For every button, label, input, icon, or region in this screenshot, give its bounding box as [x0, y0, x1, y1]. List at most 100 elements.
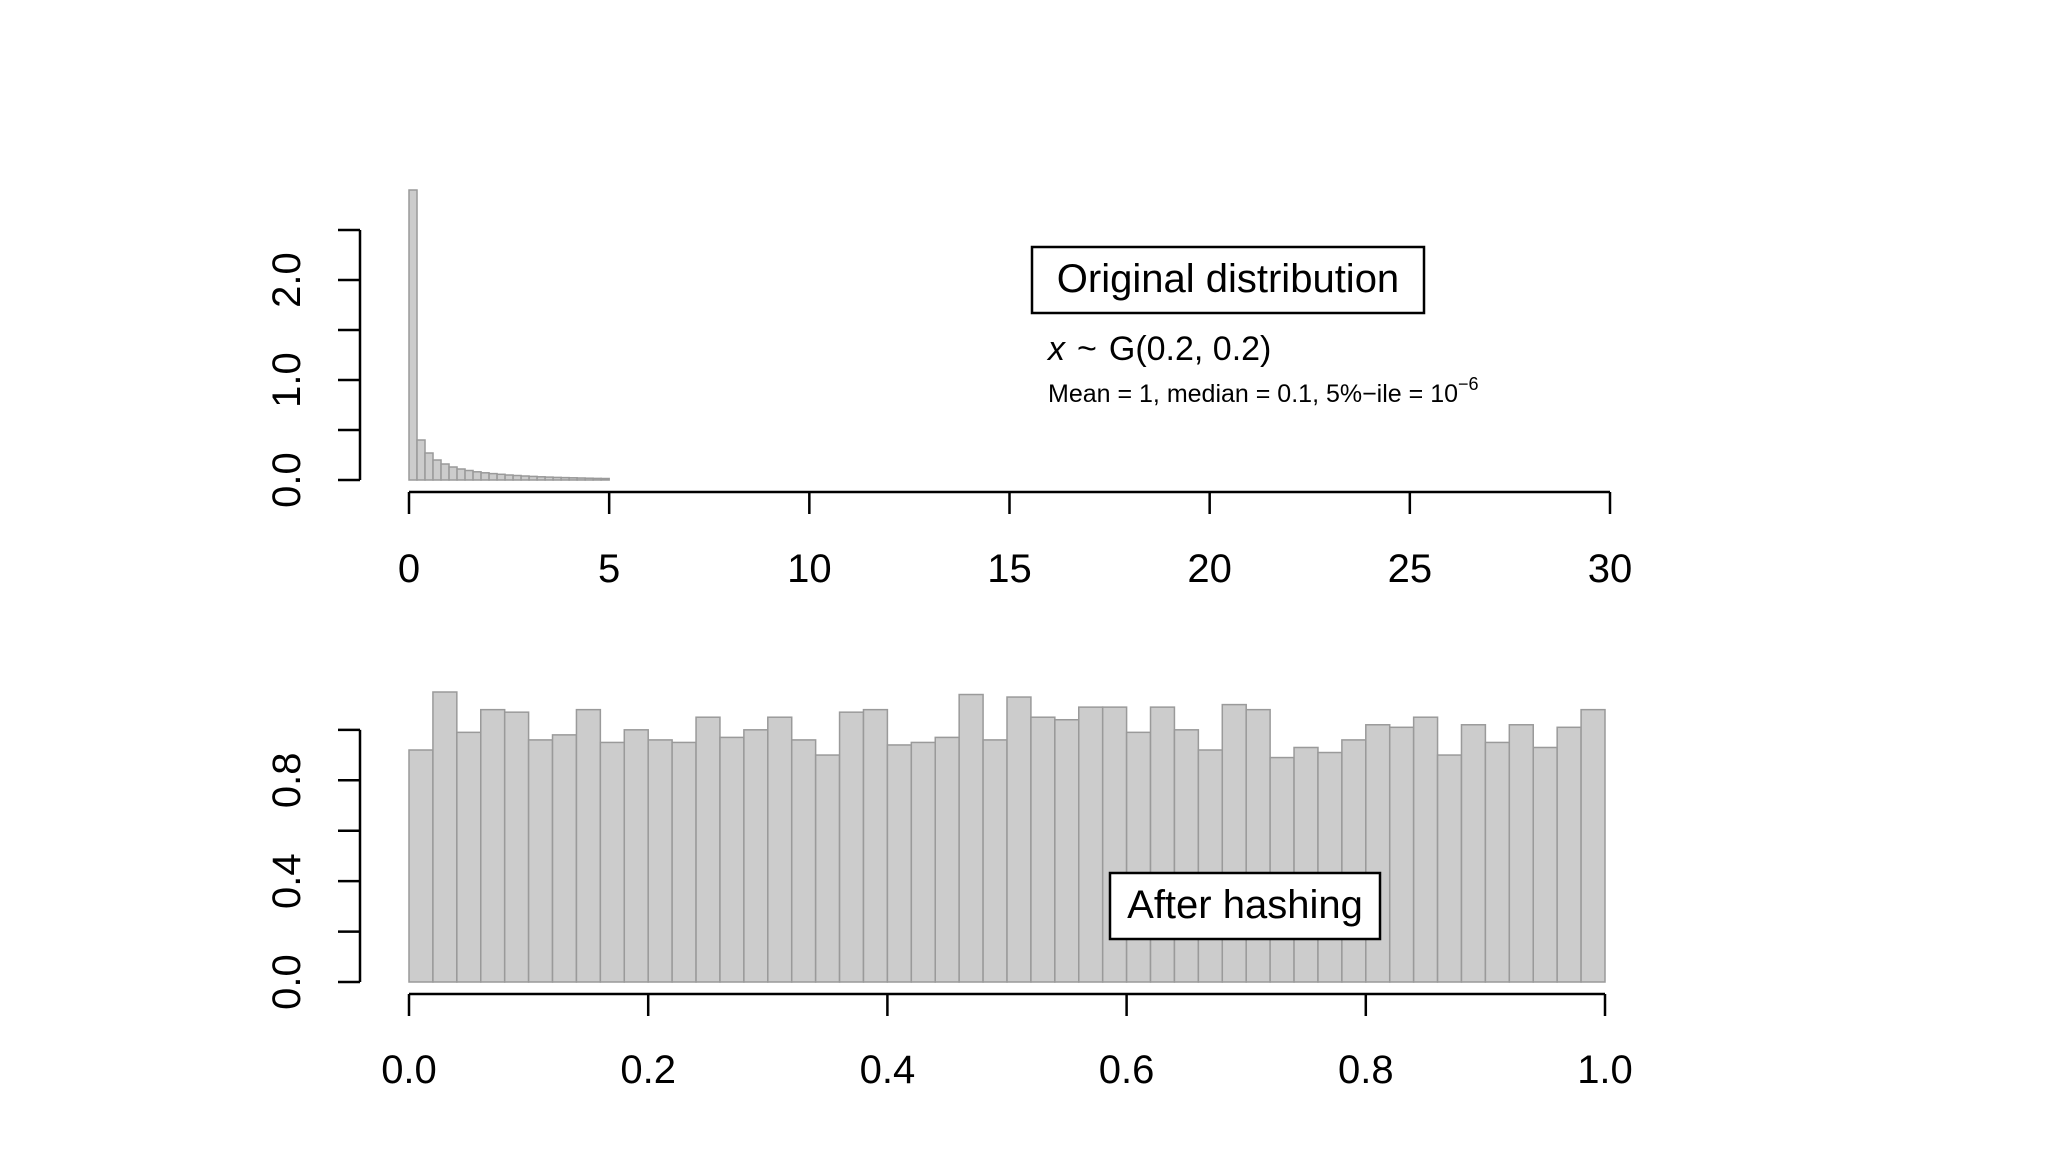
hashed-x-tick-label: 0.2: [620, 1048, 676, 1092]
hashed-bar: [767, 716, 793, 983]
original-x-tick-label: 0: [398, 547, 420, 591]
hashed-bar: [1125, 731, 1152, 983]
original-x-tick-label: 25: [1388, 547, 1433, 591]
formula-symbol: G: [1109, 330, 1135, 368]
original-x-tick-label: 15: [987, 547, 1032, 591]
original-bar: [512, 474, 522, 481]
hashed-bar: [1149, 706, 1176, 983]
hashed-bar: [1532, 746, 1558, 983]
stats-base: 10: [1430, 380, 1458, 408]
hashed-bar: [623, 729, 649, 983]
original-bar: [528, 475, 538, 481]
original-bar: [592, 477, 602, 481]
original-bar: [560, 476, 570, 481]
hashed-bar: [1221, 703, 1247, 983]
hashed-bar: [719, 736, 745, 983]
hashed-legend-box: After hashing: [1108, 871, 1382, 941]
original-bar: [408, 189, 418, 481]
hashed-bar: [1460, 724, 1487, 983]
hashed-bar: [1293, 746, 1319, 983]
hashed-bar: [1006, 696, 1032, 983]
hashed-bar: [814, 754, 841, 983]
hashed-label-box: [1108, 871, 1382, 941]
original-bar: [568, 477, 578, 481]
hashed-bar: [934, 736, 960, 983]
original-bar: [480, 472, 490, 481]
formula-params: (0.2, 0.2): [1135, 330, 1271, 368]
hashed-bar: [1173, 729, 1200, 983]
original-label-text: Original distribution: [1057, 257, 1399, 301]
original-bar: [432, 459, 442, 481]
hashed-label-text: After hashing: [1127, 883, 1363, 927]
hashed-bar: [599, 741, 626, 983]
original-bar: [520, 475, 530, 481]
hashed-bar: [1317, 751, 1343, 983]
hashed-bar: [575, 708, 602, 983]
original-bar: [496, 473, 506, 481]
hashed-x-tick-label: 0.8: [1338, 1048, 1394, 1092]
hashed-bar: [1101, 706, 1128, 983]
distribution-formula: x ~ G(0.2, 0.2): [1046, 330, 1271, 368]
hashed-bar: [480, 708, 506, 983]
hashed-bar: [1388, 726, 1415, 983]
original-y-tick-label: 1.0: [265, 352, 309, 408]
hashed-bar: [1436, 754, 1463, 983]
original-bars: [408, 189, 610, 481]
hashed-bar: [1245, 708, 1271, 983]
hashed-bar: [1580, 708, 1606, 983]
hashed-x-tick-label: 0.0: [381, 1048, 437, 1092]
hashed-x-tick-label: 0.4: [860, 1048, 916, 1092]
hashed-bars: [408, 691, 1606, 983]
after-hashing-panel: 0.0 0.2 0.4 0.6 0.8 1.0 0.0 0.4 0.8 After hashin…: [265, 691, 1633, 1092]
original-bar: [576, 477, 586, 481]
hashed-y-tick-label: 0.4: [265, 853, 309, 909]
hashed-bar: [1341, 739, 1367, 983]
original-distribution-panel: 0 5 10 15 20 25 30 0.0 1.0 2.0 Original distribut…: [265, 189, 1632, 591]
hashed-bar: [862, 708, 889, 983]
original-bar: [584, 477, 594, 481]
original-bar: [416, 439, 426, 481]
hashed-bar: [1197, 749, 1224, 983]
hashed-x-tick-label: 1.0: [1577, 1048, 1633, 1092]
original-bar: [464, 469, 474, 481]
hashed-bar: [743, 729, 769, 983]
original-bar: [536, 476, 546, 481]
hashed-bar: [1030, 716, 1056, 983]
hashed-y-tick-label: 0.8: [265, 752, 309, 808]
original-bar: [488, 472, 498, 481]
hashed-bar: [456, 731, 482, 983]
original-y-tick-label: 2.0: [265, 252, 309, 308]
hashed-bar: [838, 711, 865, 983]
formula-variable: x: [1046, 330, 1066, 368]
original-bar: [472, 471, 482, 481]
original-bar: [440, 463, 450, 481]
original-bar: [600, 477, 610, 481]
hashed-bar: [503, 711, 530, 983]
hashed-bar: [958, 693, 984, 983]
stats-text: Mean = 1, median = 0.1, 5%−ile =: [1048, 380, 1430, 408]
hashed-bar: [1269, 756, 1295, 983]
distribution-stats: Mean = 1, median = 0.1, 5%−ile = 10−6: [1048, 374, 1479, 408]
original-x-tick-label: 10: [787, 547, 832, 591]
original-bar: [448, 466, 458, 481]
hashed-bar: [1054, 718, 1080, 983]
hashed-bar: [910, 741, 936, 983]
hashed-bar: [1412, 716, 1439, 983]
hashed-bar: [527, 739, 554, 983]
hashed-bar: [1508, 724, 1534, 983]
original-y-tick-label: 0.0: [265, 452, 309, 508]
hashed-bar: [790, 739, 817, 983]
hashed-bar: [551, 734, 578, 983]
hashed-bar: [695, 716, 721, 983]
hashed-bar: [647, 739, 673, 983]
original-bar: [504, 474, 514, 481]
hashed-bar: [408, 749, 434, 983]
original-label-box: [1030, 245, 1426, 315]
hashed-bar: [671, 741, 697, 983]
original-x-tick-label: 5: [598, 547, 620, 591]
stats-exponent: −6: [1458, 374, 1479, 394]
original-axes: 0 5 10 15 20 25 30 0.0 1.0 2.0: [265, 228, 1632, 591]
original-bar: [552, 476, 562, 481]
hashed-bar: [1365, 724, 1391, 983]
original-bar: [456, 468, 466, 481]
